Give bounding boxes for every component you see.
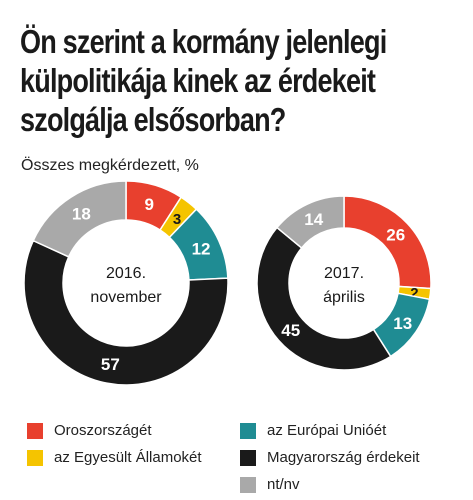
value-label-eu-2017-aprilis: 13 bbox=[393, 314, 412, 333]
donut-chart-2017-aprilis: 26 2 13 45 14 2017. április bbox=[256, 195, 432, 371]
slice-hungary-2016-november bbox=[23, 239, 229, 386]
value-label-usa-2016-november: 3 bbox=[173, 211, 181, 228]
value-label-russia-2017-aprilis: 26 bbox=[386, 225, 405, 244]
slice-nt-nv-2017-aprilis bbox=[275, 195, 345, 249]
legend-item-eu: az Európai Unióét bbox=[240, 422, 386, 439]
value-label-russia-2016-november: 9 bbox=[145, 195, 154, 214]
legend-item-hungary: Magyarország érdekeit bbox=[240, 449, 420, 466]
legend-label-usa: az Egyesült Államokét bbox=[54, 449, 202, 466]
chart-title: Ön szerint a kormány jelenlegi külpoliti… bbox=[20, 22, 387, 139]
title-line-1: Ön szerint a kormány jelenlegi bbox=[20, 23, 387, 60]
legend-swatch-eu bbox=[240, 422, 256, 439]
legend-label-nt-nv: nt/nv bbox=[267, 476, 300, 493]
legend-swatch-usa bbox=[27, 449, 43, 466]
legend-item-nt-nv: nt/nv bbox=[240, 476, 300, 493]
slice-hungary-2017-aprilis bbox=[256, 226, 392, 371]
legend-label-eu: az Európai Unióét bbox=[267, 422, 387, 439]
donut-charts: 9 3 12 57 18 2016. november 26 2 13 45 14 2017. ápril… bbox=[23, 180, 432, 386]
legend-label-hungary: Magyarország érdekeit bbox=[267, 449, 420, 466]
title-line-2: külpolitikája kinek az érdekeit bbox=[20, 62, 376, 99]
center-label-1-2016-november: 2016. bbox=[106, 265, 146, 282]
chart-subtitle: Összes megkérdezett, % bbox=[21, 157, 199, 174]
value-label-nt-nv-2016-november: 18 bbox=[72, 205, 91, 224]
value-label-usa-2017-aprilis: 2 bbox=[410, 285, 418, 302]
center-label-2-2017-aprilis: április bbox=[323, 289, 365, 306]
center-label-2-2016-november: november bbox=[90, 289, 162, 306]
legend-swatch-hungary bbox=[240, 449, 256, 466]
title-line-3: szolgálja elsősorban? bbox=[20, 101, 286, 138]
value-label-hungary-2017-aprilis: 45 bbox=[281, 321, 300, 340]
center-label-1-2017-aprilis: 2017. bbox=[324, 265, 364, 282]
legend-swatch-russia bbox=[27, 422, 43, 439]
legend-swatch-nt-nv bbox=[240, 476, 256, 493]
donut-chart-2016-november: 9 3 12 57 18 2016. november bbox=[23, 180, 229, 386]
legend-item-usa: az Egyesült Államokét bbox=[27, 449, 202, 466]
value-label-nt-nv-2017-aprilis: 14 bbox=[304, 210, 323, 229]
value-label-eu-2016-november: 12 bbox=[192, 240, 211, 259]
value-label-hungary-2016-november: 57 bbox=[101, 355, 120, 374]
legend-label-russia: Oroszországét bbox=[54, 422, 152, 439]
legend-item-russia: Oroszországét bbox=[27, 422, 152, 439]
slice-nt-nv-2016-november bbox=[32, 180, 127, 258]
